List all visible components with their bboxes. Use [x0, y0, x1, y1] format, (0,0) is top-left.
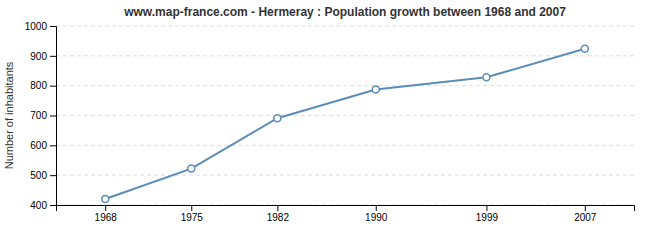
y-tick: 500 — [30, 170, 56, 181]
x-axis: 1968 1975 1982 1990 1999 2007 — [57, 205, 635, 223]
y-tick-label: 700 — [30, 110, 47, 121]
grid-line — [56, 26, 634, 27]
point — [581, 45, 588, 52]
x-tick-mark — [486, 205, 487, 211]
x-tick-mark — [191, 205, 192, 211]
y-tick-mark — [50, 86, 56, 87]
y-tick-label: 400 — [30, 200, 47, 211]
x-axis-line — [57, 206, 635, 212]
point — [102, 196, 109, 203]
x-tick: 1990 — [365, 205, 388, 223]
x-tick-label: 1999 — [476, 212, 499, 223]
x-tick-mark — [277, 205, 278, 211]
line — [105, 49, 585, 199]
y-tick: 900 — [30, 51, 56, 62]
y-tick-label: 500 — [30, 170, 47, 181]
y-tick: 800 — [30, 80, 56, 91]
y-tick-label: 800 — [30, 80, 47, 91]
y-tick-mark — [50, 116, 56, 117]
y-axis-line — [50, 27, 57, 206]
y-axis: 400 500 600 700 800 900 1000 — [25, 21, 57, 211]
point — [274, 115, 281, 122]
grid-line — [56, 55, 634, 56]
x-tick-label: 2007 — [574, 212, 597, 223]
y-tick-mark — [50, 56, 56, 57]
x-tick-label: 1982 — [267, 212, 290, 223]
point — [188, 165, 195, 172]
x-tick: 1975 — [181, 205, 204, 223]
marks — [102, 45, 589, 202]
grid-line — [56, 145, 634, 146]
grid-line — [56, 85, 634, 86]
grid-line — [56, 115, 634, 116]
chart: 1968 1975 1982 1990 1999 2007 400 500 600 700 800 9… — [0, 0, 650, 229]
y-tick-label: 600 — [30, 140, 47, 151]
plot: 1968 1975 1982 1990 1999 2007 400 500 600 700 800 9… — [25, 21, 635, 223]
y-tick-mark — [50, 26, 56, 27]
x-tick-mark — [105, 205, 106, 211]
x-tick-label: 1975 — [181, 212, 204, 223]
grid-line — [56, 175, 634, 176]
y-tick: 700 — [30, 110, 56, 121]
x-tick: 1999 — [476, 205, 499, 223]
y-tick-mark — [50, 145, 56, 146]
title: www.map-france.com - Hermeray : Populati… — [123, 5, 566, 19]
x-tick-mark — [376, 205, 377, 211]
y-tick: 600 — [30, 140, 56, 151]
y-tick-mark — [50, 205, 56, 206]
x-tick: 1968 — [95, 205, 118, 223]
y-tick-mark — [50, 175, 56, 176]
point — [372, 86, 379, 93]
y-tick-label: 1000 — [25, 21, 48, 32]
x-tick-mark — [585, 205, 586, 211]
x-tick-label: 1968 — [95, 212, 118, 223]
x-tick: 2007 — [574, 205, 597, 223]
y-tick: 1000 — [25, 21, 56, 32]
y-axis-title: Number of inhabitants — [3, 61, 15, 169]
y-tick: 400 — [30, 200, 56, 211]
y-tick-label: 900 — [30, 51, 47, 62]
x-tick: 1982 — [267, 205, 290, 223]
point — [483, 74, 490, 81]
x-tick-label: 1990 — [365, 212, 388, 223]
grid — [56, 26, 634, 205]
